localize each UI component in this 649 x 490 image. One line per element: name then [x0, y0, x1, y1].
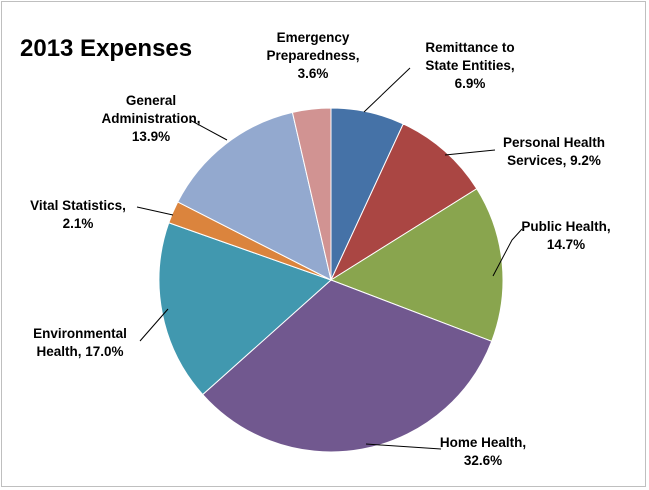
- data-label: General Administration, 13.9%: [101, 93, 200, 144]
- data-label-line: Health, 17.0%: [36, 344, 123, 359]
- data-label: Personal Health Services, 9.2%: [503, 135, 605, 168]
- leader-line: [189, 119, 228, 141]
- data-label-line: State Entities,: [425, 58, 514, 73]
- pie-slice-personal-health-services: [329, 123, 478, 282]
- data-label: Public Health, 14.7%: [521, 219, 610, 252]
- data-label: Remittance to State Entities, 6.9%: [425, 40, 514, 91]
- data-label-line: 13.9%: [132, 129, 170, 144]
- leader-line: [139, 308, 169, 342]
- data-label-line: Personal Health: [503, 135, 605, 150]
- data-label-line: Home Health,: [440, 435, 526, 450]
- data-label-line: Emergency: [277, 30, 350, 45]
- pie-slice-emergency-preparedness: [291, 107, 332, 281]
- data-label-line: 32.6%: [464, 453, 502, 468]
- leader-line: [365, 443, 442, 450]
- leader-line: [492, 228, 523, 277]
- pie-slice-general-administration: [177, 111, 332, 281]
- data-label-line: Administration,: [101, 111, 200, 126]
- data-label-line: Preparedness,: [266, 48, 359, 63]
- data-label-line: 14.7%: [547, 237, 585, 252]
- data-label-line: General: [126, 93, 176, 108]
- data-label: Home Health, 32.6%: [440, 435, 526, 468]
- data-label-line: Public Health,: [521, 219, 610, 234]
- data-label-line: Environmental: [33, 326, 127, 341]
- pie-slice-public-health: [329, 188, 504, 342]
- pie-slice-environmental-health: [158, 222, 332, 396]
- data-label-line: 6.9%: [455, 76, 486, 91]
- pie-slice-home-health: [201, 279, 493, 453]
- leader-line: [363, 67, 411, 113]
- data-label-line: Vital Statistics,: [30, 198, 126, 213]
- leader-line: [444, 149, 496, 156]
- data-label: Vital Statistics, 2.1%: [30, 198, 126, 231]
- data-label-line: Remittance to: [425, 40, 514, 55]
- data-label: Emergency Preparedness, 3.6%: [266, 30, 359, 81]
- data-label-line: 2.1%: [63, 216, 94, 231]
- chart-title: 2013 Expenses: [20, 35, 192, 62]
- data-label-line: 3.6%: [298, 66, 329, 81]
- data-label: Environmental Health, 17.0%: [33, 326, 127, 359]
- data-label-line: Services, 9.2%: [507, 153, 601, 168]
- leader-line: [136, 206, 174, 216]
